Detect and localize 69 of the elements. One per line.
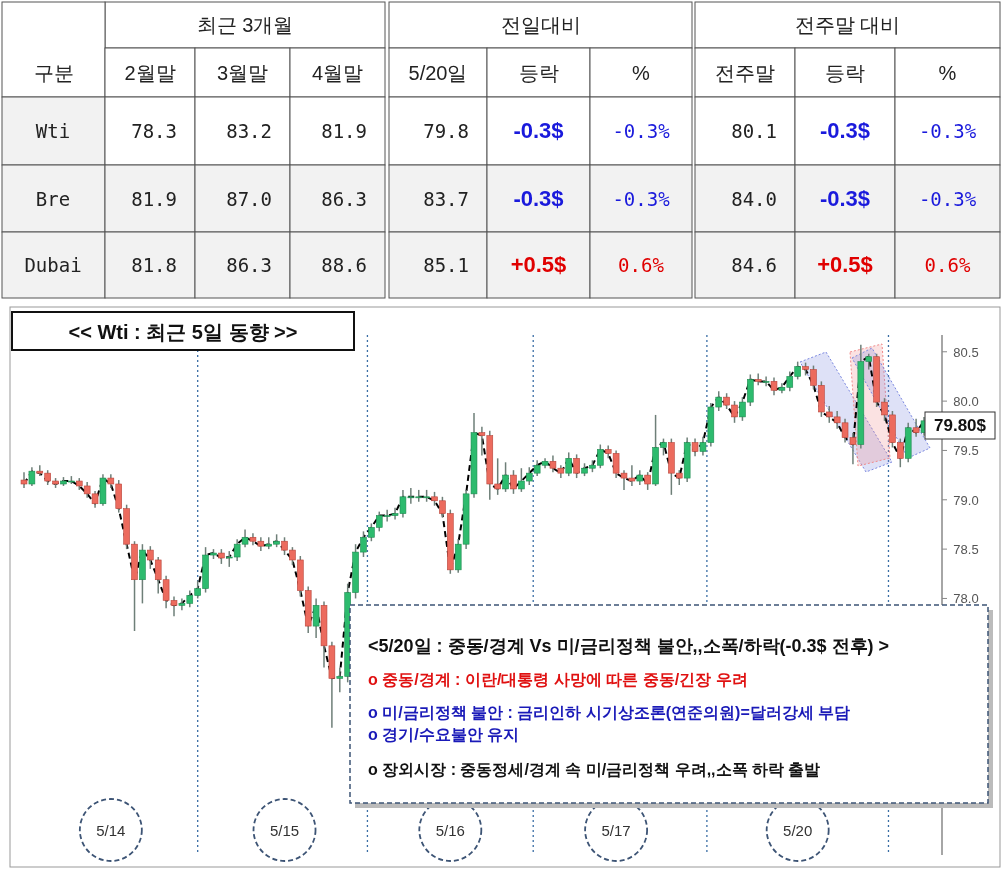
y-tick-label: 79.0 — [953, 492, 979, 508]
text: -0.3% — [612, 187, 670, 210]
candlestick — [762, 375, 770, 388]
text: -0.3% — [918, 120, 977, 142]
category-label: % — [938, 62, 957, 84]
text: 87.0 — [226, 187, 272, 210]
text: 83.7 — [423, 187, 469, 210]
y-tick-label: 79.5 — [953, 443, 979, 459]
annotation: o 경기/수요불안 유지 — [368, 726, 520, 743]
annotation: o 장외시장 : 중동정세/경계 속 미/금리정책 우려,,소폭 하락 출발 — [368, 761, 821, 778]
category-label: Dubai — [24, 254, 82, 276]
category-label: 5/20일 — [408, 62, 468, 84]
text: 81.9 — [131, 187, 177, 210]
text: 88.6 — [321, 254, 367, 276]
text: -0.3% — [612, 120, 670, 142]
text: 79.8 — [423, 120, 469, 142]
text: 86.3 — [226, 254, 272, 276]
text: +0.5$ — [817, 252, 873, 277]
category-label: 5/15 — [269, 822, 300, 839]
category-label: Bre — [35, 187, 71, 210]
category-label: % — [632, 62, 651, 84]
annotation: o 미/금리정책 불안 : 금리인하 시기상조론(연준의원)=달러강세 부담 — [368, 704, 851, 721]
text: 84.6 — [731, 254, 777, 276]
text: -0.3$ — [819, 185, 871, 211]
text: -0.3% — [918, 187, 977, 210]
category-label: 구분 — [33, 62, 74, 84]
candlestick — [510, 469, 517, 495]
text: 최근 3개월 — [196, 14, 294, 36]
text: -0.3$ — [513, 118, 564, 143]
candlestick — [502, 461, 509, 493]
y-tick-label: 78.5 — [953, 542, 979, 558]
category-label: 4월말 — [311, 62, 364, 84]
chart-title: << Wti : 최근 5일 동향 >> — [68, 321, 298, 343]
text: 80.1 — [731, 120, 777, 142]
candlestick — [28, 466, 36, 487]
candlestick — [573, 453, 580, 479]
text: 81.9 — [321, 120, 367, 142]
text: 86.3 — [321, 187, 367, 210]
y-tick-label: 80.0 — [953, 394, 979, 410]
y-tick-label: 78.0 — [953, 591, 979, 607]
category-label: 3월말 — [216, 62, 269, 84]
annotation: o 중동/경계 : 이란/대통령 사망에 따른 중동/긴장 우려 — [368, 671, 748, 688]
candlestick — [565, 451, 572, 477]
text: 전일대비 — [500, 14, 581, 36]
category-label: 등락 — [518, 62, 559, 84]
category-label: 등락 — [825, 62, 865, 84]
text: -0.3$ — [513, 185, 564, 211]
y-tick-label: 80.5 — [953, 344, 979, 360]
category-label: Wti — [35, 120, 71, 142]
text: 78.3 — [131, 120, 177, 142]
category-label: 전주말 — [715, 62, 775, 84]
candlestick — [754, 372, 762, 387]
text: 85.1 — [423, 254, 469, 276]
category-label: 5/16 — [435, 822, 465, 839]
category-label: 5/14 — [96, 822, 126, 839]
text: 83.2 — [226, 120, 272, 142]
text: 0.6% — [924, 254, 971, 276]
text: 0.6% — [618, 254, 664, 276]
text: 81.8 — [131, 254, 177, 276]
category-label: 5/20 — [783, 822, 813, 839]
annotation: <5/20일 : 중동/경계 Vs 미/금리정책 불안,,소폭/하락(-0.3$ 전후) > — [368, 636, 890, 656]
text: 79.80$ — [934, 416, 987, 435]
candlestick — [312, 597, 320, 639]
text: 84.0 — [731, 187, 777, 210]
category-label: 5/17 — [601, 822, 631, 839]
text: -0.3$ — [819, 118, 871, 143]
category-label: 2월말 — [124, 62, 176, 84]
text: +0.5$ — [510, 252, 567, 277]
text: 전주말 대비 — [794, 14, 901, 36]
